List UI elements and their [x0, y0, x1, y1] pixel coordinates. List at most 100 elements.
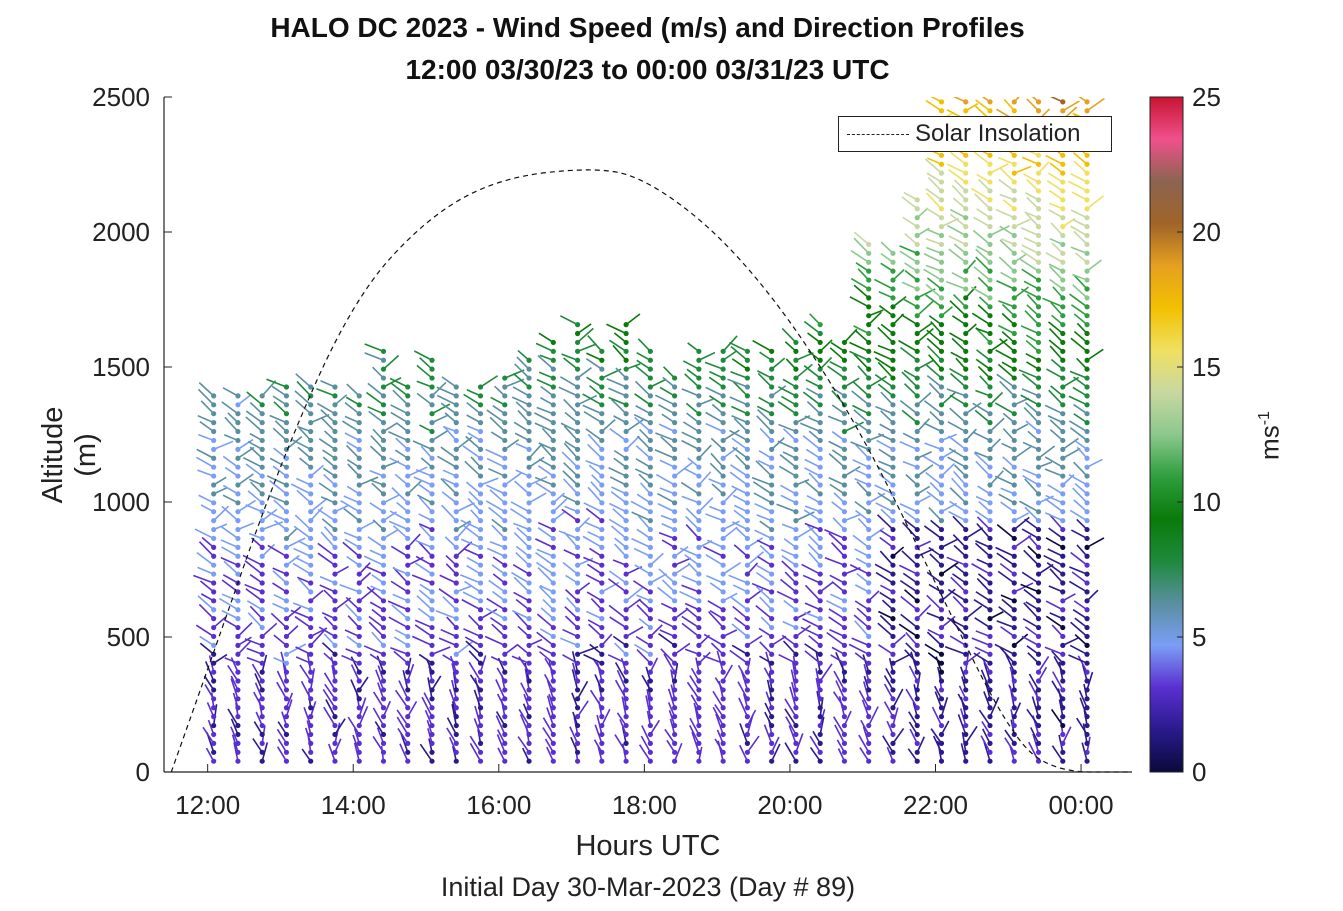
wind-barb-dot: [987, 633, 993, 640]
wind-barb-dot: [502, 607, 508, 613]
wind-barb-dot: [1060, 464, 1066, 470]
wind-barb-dot: [429, 607, 435, 613]
wind-barb: [317, 508, 336, 522]
wind-barb: [880, 508, 894, 522]
wind-barb-dot: [914, 277, 920, 283]
wind-barb-dot: [938, 705, 945, 711]
wind-barb: [1086, 458, 1103, 468]
wind-barb-dot: [817, 357, 823, 363]
wind-barb: [213, 653, 228, 664]
wind-barb-dot: [380, 598, 387, 604]
wind-barb-dot: [987, 152, 993, 158]
wind-barb: [528, 443, 543, 459]
wind-barb: [999, 562, 1015, 575]
wind-barb: [474, 677, 482, 700]
wind-barb-dot: [453, 740, 459, 746]
wind-barb-dot: [938, 295, 945, 301]
wind-barb-dot: [429, 580, 435, 586]
wind-barb-dot: [429, 455, 435, 461]
wind-barb-dot: [696, 758, 702, 764]
wind-barb: [517, 736, 530, 753]
wind-barb-dot: [259, 393, 265, 399]
wind-barb-dot: [987, 509, 993, 515]
wind-barb: [194, 528, 215, 540]
wind-barb-dot: [453, 687, 459, 693]
wind-barb: [674, 557, 692, 566]
wind-barb: [883, 675, 894, 691]
wind-barb-dot: [647, 473, 653, 479]
wind-barb-dot: [647, 428, 653, 435]
wind-barb-dot: [526, 740, 532, 746]
wind-barb-dot: [696, 749, 702, 755]
wind-barb-dot: [526, 696, 532, 702]
wind-barb: [803, 320, 821, 335]
wind-barb: [491, 623, 506, 638]
wind-barb-dot: [574, 482, 581, 488]
wind-barb: [292, 562, 312, 575]
wind-barb: [1072, 218, 1088, 228]
wind-barb: [1047, 484, 1064, 495]
wind-barb-dot: [211, 455, 217, 461]
wind-barb: [1044, 498, 1064, 513]
wind-barb: [733, 417, 748, 433]
wind-barb: [892, 633, 906, 646]
wind-barb-dot: [1084, 215, 1090, 221]
wind-barb: [512, 372, 530, 388]
wind-barb: [193, 574, 214, 584]
wind-barb: [561, 353, 578, 361]
wind-barb-dot: [574, 393, 581, 399]
wind-barb-dot: [647, 687, 653, 693]
wind-barb: [731, 415, 748, 424]
wind-barb-dot: [866, 740, 872, 746]
wind-barb-dot: [793, 749, 799, 755]
wind-barb-dot: [526, 518, 532, 524]
wind-barb-dot: [599, 740, 605, 746]
wind-barb: [504, 643, 519, 655]
wind-barb-dot: [283, 740, 290, 746]
wind-barb: [976, 577, 991, 593]
wind-barb: [997, 570, 1015, 584]
wind-barb-dot: [744, 357, 751, 363]
wind-barb-dot: [744, 562, 751, 568]
wind-barb-dot: [1011, 268, 1017, 274]
wind-barb-dot: [817, 393, 823, 399]
wind-barb-dot: [599, 544, 605, 550]
wind-barb: [843, 710, 852, 726]
wind-barb-dot: [647, 669, 653, 675]
wind-barb: [926, 329, 942, 344]
wind-barb-dot: [987, 420, 993, 426]
wind-barb-dot: [526, 482, 532, 488]
wind-barb: [709, 462, 724, 477]
wind-barb: [754, 502, 773, 513]
legend-label: Solar Insolation: [915, 120, 1081, 147]
wind-barb: [975, 358, 991, 370]
wind-barb: [516, 526, 530, 540]
wind-barb: [654, 448, 675, 459]
wind-barb: [634, 468, 651, 477]
wind-barb-dot: [502, 571, 508, 577]
wind-barb-dot: [866, 660, 872, 666]
wind-barb-dot: [1035, 642, 1042, 648]
wind-barb: [1077, 655, 1088, 673]
wind-barb: [685, 402, 700, 415]
wind-barb-dot: [211, 553, 217, 559]
wind-barb-dot: [938, 526, 945, 533]
wind-barb: [489, 489, 506, 504]
wind-barb-dot: [1035, 687, 1042, 693]
wind-barb: [952, 97, 967, 103]
wind-barb-dot: [769, 722, 775, 729]
wind-barb: [296, 557, 312, 566]
wind-barb-dot: [429, 428, 435, 435]
wind-barb-dot: [914, 286, 920, 292]
wind-barb: [325, 699, 336, 718]
wind-barb-dot: [429, 722, 435, 729]
wind-barb: [975, 256, 991, 272]
wind-barb: [197, 388, 215, 406]
wind-barb-dot: [623, 687, 629, 693]
wind-barb: [974, 646, 991, 656]
wind-barb-dot: [259, 687, 265, 693]
wind-barb-dot: [938, 660, 945, 666]
wind-barb-dot: [574, 571, 581, 577]
wind-barb-dot: [429, 526, 435, 533]
wind-barb-dot: [1060, 411, 1066, 417]
